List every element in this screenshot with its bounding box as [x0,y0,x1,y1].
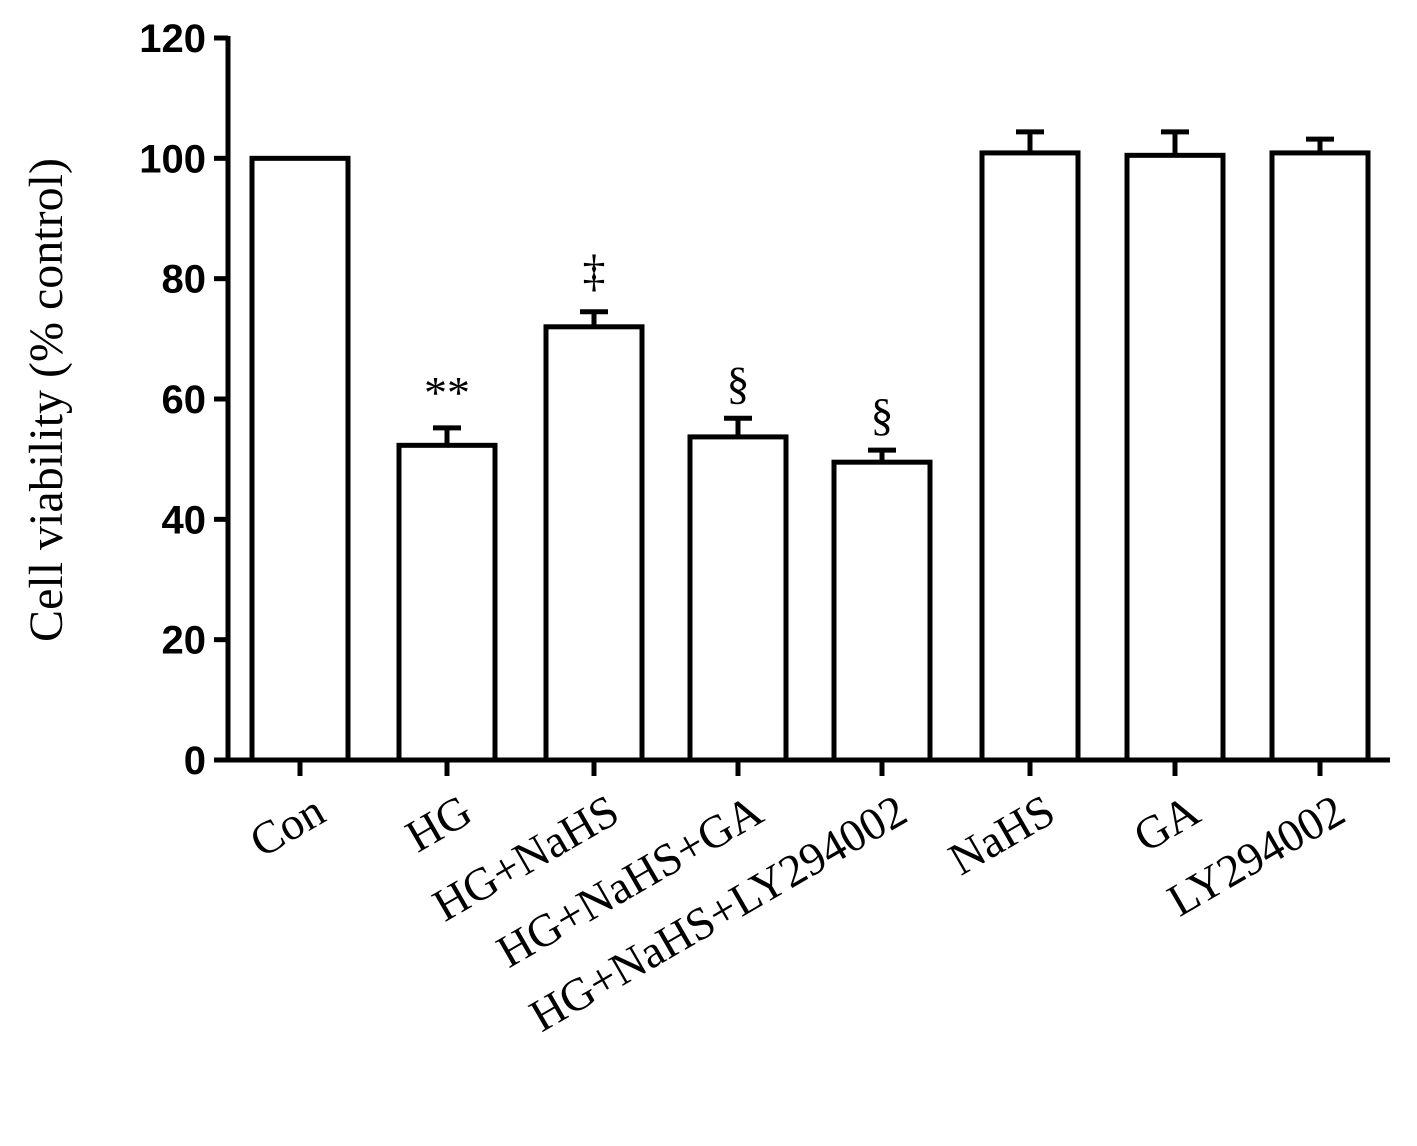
significance-marker: § [727,357,750,408]
x-tick-label: HG [397,784,480,861]
bar-ga [1124,152,1226,763]
y-tick-label: 120 [139,17,206,61]
y-tick-label: 40 [162,498,207,542]
y-axis-label: Cell viability (% control) [20,158,73,642]
significance-marker: § [871,389,894,440]
significance-marker: ‡ [583,245,606,296]
x-tick-label: GA [1125,784,1208,861]
bar-hg-nahs [543,324,645,763]
x-tick-label: NaHS [940,784,1063,884]
x-tick-label: Con [241,784,333,867]
y-tick-label: 60 [162,378,207,422]
y-tick-label: 20 [162,619,207,663]
bar-ly294002 [1269,150,1371,763]
bar-hg [396,442,498,763]
bar-con [249,155,351,763]
y-tick-label: 0 [184,739,206,783]
significance-marker: ** [424,367,470,418]
y-tick-label: 100 [139,137,206,181]
y-tick-label: 80 [162,258,207,302]
bar-hg-nahs-ly294002 [831,459,933,763]
bar-nahs [979,150,1081,763]
bar-hg-nahs-ga [687,434,789,763]
